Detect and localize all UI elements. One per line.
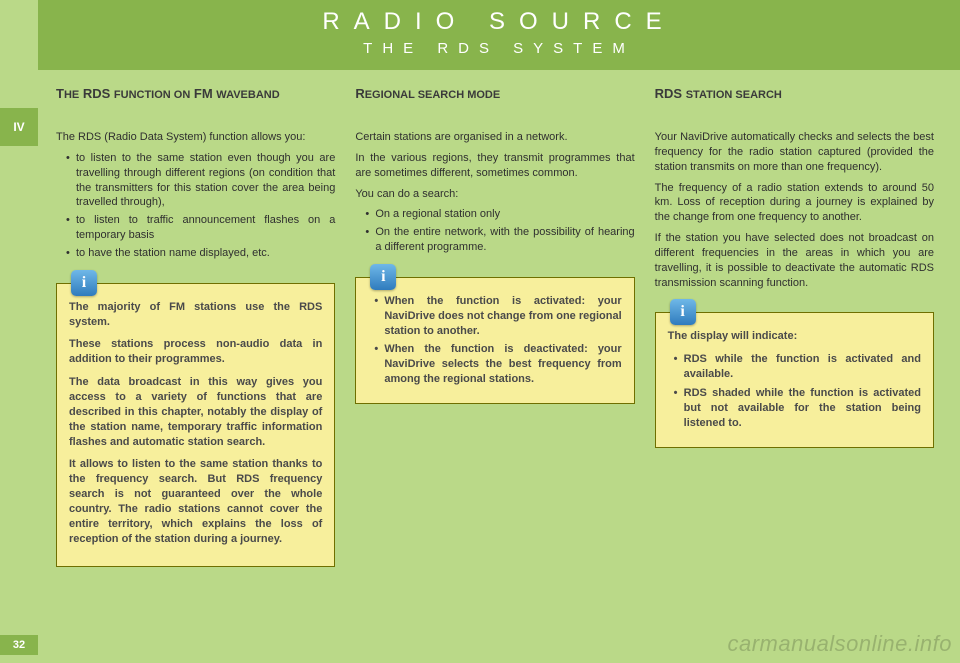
- heading-part: R: [355, 86, 364, 101]
- page: IV 32 RADIO SOURCE THE RDS SYSTEM THE RD…: [0, 0, 960, 663]
- paragraph: Your NaviDrive automatically checks and …: [655, 130, 934, 175]
- note-bullet-list: When the function is activated: your Nav…: [368, 294, 621, 387]
- body-text: Your NaviDrive automatically checks and …: [655, 130, 934, 296]
- list-item: to listen to traffic announcement flashe…: [66, 213, 335, 243]
- bullet-list: On a regional station only On the entire…: [355, 207, 634, 255]
- left-rail: IV 32: [0, 0, 38, 663]
- note-list-item: RDS while the function is activated and …: [674, 352, 921, 382]
- note-paragraph: These stations process non-audio data in…: [69, 337, 322, 367]
- note-box: i When the function is activated: your N…: [355, 277, 634, 404]
- paragraph: The RDS (Radio Data System) function all…: [56, 130, 335, 145]
- list-item: On a regional station only: [365, 207, 634, 222]
- title-band: RADIO SOURCE THE RDS SYSTEM: [38, 0, 960, 70]
- note-list-item: When the function is deactivated: your N…: [374, 342, 621, 387]
- paragraph: Certain stations are organised in a netw…: [355, 130, 634, 145]
- page-number: 32: [0, 635, 38, 655]
- heading-part: FM: [190, 86, 216, 101]
- page-title: RADIO SOURCE: [38, 0, 960, 36]
- column-middle: REGIONAL SEARCH MODE Certain stations ar…: [355, 86, 634, 651]
- note-paragraph: The data broadcast in this way gives you…: [69, 375, 322, 449]
- paragraph: In the various regions, they transmit pr…: [355, 151, 634, 181]
- note-paragraph: The majority of FM stations use the RDS …: [69, 300, 322, 330]
- info-icon: i: [370, 264, 396, 290]
- heading-part: WAVEBAND: [216, 89, 279, 101]
- info-icon: i: [71, 270, 97, 296]
- column-left: THE RDS FUNCTION ON FM WAVEBAND The RDS …: [56, 86, 335, 651]
- list-item: to listen to the same station even thoug…: [66, 151, 335, 210]
- heading-part: HE: [64, 89, 79, 101]
- note-list-item: When the function is activated: your Nav…: [374, 294, 621, 339]
- heading-part: T: [56, 86, 64, 101]
- column-right: RDS STATION SEARCH Your NaviDrive automa…: [655, 86, 934, 651]
- note-box: i The majority of FM stations use the RD…: [56, 283, 335, 568]
- heading-rds-search: RDS STATION SEARCH: [655, 86, 934, 114]
- heading-part: RDS: [79, 86, 114, 101]
- note-paragraph: The display will indicate:: [668, 329, 921, 344]
- heading-part: RDS: [655, 86, 686, 101]
- note-box: i The display will indicate: RDS while t…: [655, 312, 934, 447]
- content-columns: THE RDS FUNCTION ON FM WAVEBAND The RDS …: [56, 86, 934, 651]
- bullet-list: to listen to the same station even thoug…: [56, 151, 335, 261]
- heading-rds-fm: THE RDS FUNCTION ON FM WAVEBAND: [56, 86, 335, 114]
- body-text: Certain stations are organised in a netw…: [355, 130, 634, 261]
- list-item: On the entire network, with the possibil…: [365, 225, 634, 255]
- paragraph: You can do a search:: [355, 187, 634, 202]
- heading-part: STATION SEARCH: [686, 89, 782, 101]
- heading-part: FUNCTION ON: [114, 89, 190, 101]
- info-icon: i: [670, 299, 696, 325]
- paragraph: If the station you have selected does no…: [655, 231, 934, 290]
- note-bullet-list: RDS while the function is activated and …: [668, 352, 921, 430]
- heading-part: EGIONAL SEARCH MODE: [365, 89, 500, 101]
- heading-regional: REGIONAL SEARCH MODE: [355, 86, 634, 114]
- list-item: to have the station name displayed, etc.: [66, 246, 335, 261]
- page-subtitle: THE RDS SYSTEM: [38, 36, 960, 57]
- note-list-item: RDS shaded while the function is activat…: [674, 386, 921, 431]
- note-paragraph: It allows to listen to the same station …: [69, 457, 322, 546]
- paragraph: The frequency of a radio station extends…: [655, 181, 934, 226]
- section-tab: IV: [0, 108, 38, 146]
- body-text: The RDS (Radio Data System) function all…: [56, 130, 335, 267]
